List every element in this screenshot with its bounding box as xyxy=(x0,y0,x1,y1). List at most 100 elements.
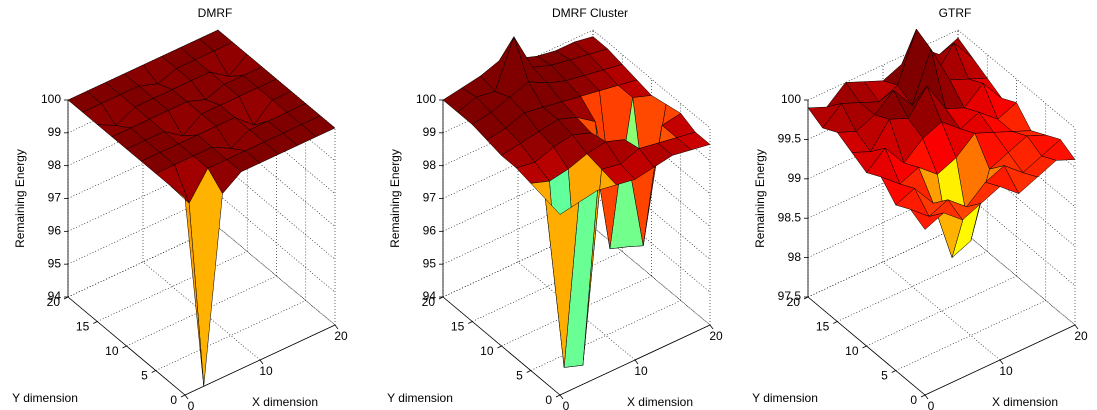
y-tick-label: 5 xyxy=(881,369,888,383)
z-tick-label: 97 xyxy=(423,191,437,205)
y-tick xyxy=(862,345,867,349)
chart-title: DMRF xyxy=(198,6,233,20)
z-tick-label: 99 xyxy=(48,125,62,139)
x-axis-label: X dimension xyxy=(627,395,693,409)
x-tick xyxy=(259,359,264,365)
z-axis-label: Remaining Energy xyxy=(388,149,402,248)
y-tick xyxy=(497,345,502,349)
z-tick-label: 97 xyxy=(48,191,62,205)
grid-line xyxy=(67,161,219,232)
z-tick-label: 98 xyxy=(48,158,62,172)
y-tick xyxy=(93,321,98,324)
z-tick-label: 100 xyxy=(781,92,801,106)
x-tick-label: 10 xyxy=(634,364,648,378)
z-tick-label: 100 xyxy=(41,92,61,106)
z-tick-label: 97.5 xyxy=(778,289,802,303)
surface-patch xyxy=(170,185,204,387)
y-tick xyxy=(833,321,838,324)
z-tick-label: 98 xyxy=(788,250,802,264)
y-tick xyxy=(151,370,156,373)
chart-title: DMRF Cluster xyxy=(552,6,628,20)
grid-line xyxy=(866,275,1017,347)
y-tick-label: 5 xyxy=(141,369,148,383)
y-tick-label: 10 xyxy=(105,344,119,358)
grid-line xyxy=(807,226,959,298)
grid-line xyxy=(882,261,1001,361)
surface-patch xyxy=(909,208,944,230)
x-axis-label: X dimension xyxy=(992,395,1058,409)
y-tick-label: 5 xyxy=(516,369,523,383)
x-tick-label: 10 xyxy=(259,364,273,378)
grid-line xyxy=(895,300,1046,371)
x-tick xyxy=(334,324,339,330)
grid-line xyxy=(155,300,306,371)
y-tick-label: 0 xyxy=(545,393,552,407)
y-tick-label: 15 xyxy=(451,320,465,334)
x-tick-label: 20 xyxy=(1074,329,1088,343)
y-axis-label: Y dimension xyxy=(752,391,818,405)
z-axis-label: Remaining Energy xyxy=(13,149,27,248)
x-tick xyxy=(634,359,639,365)
y-tick-label: 0 xyxy=(170,393,177,407)
x-tick xyxy=(559,394,564,400)
y-tick-label: 20 xyxy=(422,295,436,309)
y-tick-label: 10 xyxy=(845,344,859,358)
grid-line xyxy=(807,187,959,258)
z-tick-label: 100 xyxy=(416,92,436,106)
grid-line xyxy=(442,161,594,232)
z-tick-label: 98.5 xyxy=(778,210,802,224)
y-tick xyxy=(122,345,127,349)
grid-line xyxy=(67,193,219,265)
y-tick xyxy=(555,394,561,398)
y-tick-label: 10 xyxy=(480,344,494,358)
x-tick-label: 20 xyxy=(709,329,723,343)
z-tick-label: 99.5 xyxy=(778,132,802,146)
x-tick-label: 10 xyxy=(999,364,1013,378)
x-tick xyxy=(1074,324,1079,330)
grid-line xyxy=(807,29,959,101)
z-tick-label: 99 xyxy=(788,171,802,185)
y-tick-label: 0 xyxy=(910,393,917,407)
chart-title: GTRF xyxy=(939,6,972,20)
grid-line xyxy=(807,147,959,219)
grid-line xyxy=(67,226,219,298)
z-tick-label: 94 xyxy=(423,289,437,303)
y-tick-label: 20 xyxy=(47,295,61,309)
x-axis-label: X dimension xyxy=(252,395,318,409)
y-axis-label: Y dimension xyxy=(387,391,453,405)
x-tick xyxy=(184,394,189,400)
grid-line xyxy=(442,128,594,199)
grid-line xyxy=(97,251,248,322)
grid-line xyxy=(442,193,594,265)
y-tick xyxy=(468,321,473,324)
grid-line xyxy=(67,128,219,199)
y-tick xyxy=(891,370,896,373)
z-tick-label: 95 xyxy=(48,256,62,270)
z-axis-label: Remaining Energy xyxy=(753,149,767,248)
z-tick-label: 96 xyxy=(423,224,437,238)
grid-line xyxy=(807,108,959,180)
y-axis-label: Y dimension xyxy=(12,391,78,405)
x-tick-label: 20 xyxy=(334,329,348,343)
grid-line xyxy=(442,226,594,298)
y-tick-label: 15 xyxy=(816,320,830,334)
x-tick-label: 0 xyxy=(563,399,570,410)
z-tick-label: 98 xyxy=(423,158,437,172)
z-tick-label: 95 xyxy=(423,256,437,270)
y-tick-label: 20 xyxy=(787,295,801,309)
y-tick xyxy=(180,394,186,398)
grid-line xyxy=(472,251,623,322)
y-tick xyxy=(920,394,926,398)
grid-line xyxy=(530,300,681,371)
x-tick-label: 0 xyxy=(188,399,195,410)
y-tick-label: 15 xyxy=(76,320,90,334)
z-tick-label: 96 xyxy=(48,224,62,238)
grid-line xyxy=(67,95,219,166)
x-tick xyxy=(999,359,1004,365)
grid-line xyxy=(501,275,652,347)
y-tick xyxy=(526,370,531,373)
